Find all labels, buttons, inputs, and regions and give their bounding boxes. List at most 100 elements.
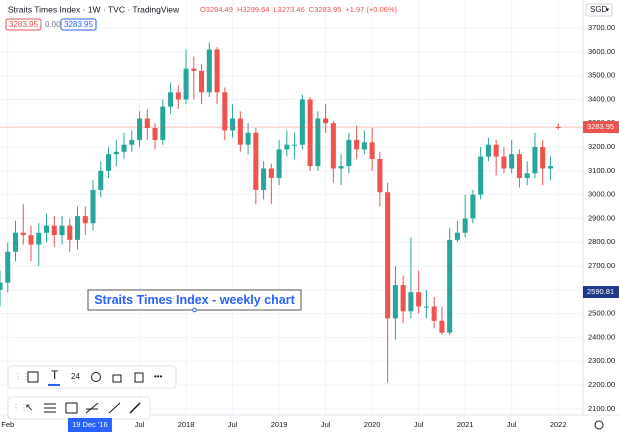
- icon-brush[interactable]: [129, 402, 141, 414]
- icon-delete[interactable]: [134, 372, 144, 383]
- candle-body: [5, 251, 11, 283]
- icon-more[interactable]: •••: [154, 372, 163, 381]
- candle-body: [183, 68, 189, 100]
- badge-text: 3283.95: [64, 20, 93, 29]
- icon-cursor[interactable]: ↖: [25, 403, 33, 414]
- candle-body: [121, 144, 127, 152]
- anchor[interactable]: [192, 307, 197, 313]
- candle-body: [354, 139, 360, 150]
- candle-body: [377, 158, 383, 193]
- y-tick-label: 2100.00: [588, 404, 615, 413]
- candle-body: [36, 232, 42, 245]
- candle-body: [82, 216, 88, 224]
- currency-button[interactable]: [585, 3, 613, 17]
- grid: [0, 0, 583, 415]
- crosshair-x-label: 19 Dec '16: [72, 420, 108, 429]
- candle-body: [12, 232, 19, 252]
- candle-body: [144, 118, 150, 129]
- candle-body: [292, 144, 298, 146]
- badge: [60, 18, 97, 31]
- drag-handle[interactable]: ⋮⋮: [12, 403, 28, 412]
- last-price-label: 3283.95: [587, 122, 614, 131]
- candle-body: [532, 147, 538, 174]
- x-tick-label: 2020: [364, 420, 381, 429]
- candles: [0, 42, 561, 383]
- icon-lock[interactable]: [112, 374, 122, 383]
- y-tick-label: 3200.00: [588, 142, 615, 151]
- candle-body: [51, 225, 57, 236]
- badge: [5, 18, 42, 31]
- crosshair-y-label: 2590.81: [587, 287, 614, 296]
- ohlc-value: L3273.46: [273, 5, 304, 14]
- x-tick-label: Jul: [135, 420, 145, 429]
- candle-body: [338, 166, 344, 169]
- candle-body: [253, 132, 259, 190]
- candle-body: [478, 156, 484, 195]
- candle-body: [408, 292, 414, 312]
- candle-body: [299, 99, 305, 145]
- icon-fib[interactable]: [85, 402, 99, 414]
- candle-body: [423, 306, 429, 308]
- badge-text: 3283.95: [9, 20, 38, 29]
- candle-body: [106, 154, 112, 171]
- candle-body: [168, 92, 174, 107]
- candle-body: [493, 144, 499, 157]
- x-tick-label: Jul: [414, 420, 424, 429]
- candle-body: [524, 173, 530, 178]
- icon-trend[interactable]: [108, 402, 121, 414]
- candle-body: [0, 282, 3, 290]
- candle-body: [191, 68, 197, 71]
- candle-body: [516, 154, 522, 178]
- icon-template[interactable]: [27, 371, 39, 383]
- ohlc-value: +1.97 (+0.06%): [345, 5, 397, 14]
- currency[interactable]: SGD: [590, 5, 608, 14]
- ohlc-value: O3284.49: [200, 5, 233, 14]
- candle-body: [152, 128, 158, 140]
- y-tick-label: 3000.00: [588, 190, 615, 199]
- last-price-box: [583, 121, 619, 134]
- icon-rect[interactable]: [65, 402, 78, 414]
- y-tick-label: 2800.00: [588, 237, 615, 246]
- x-tick-label: Jul: [507, 420, 517, 429]
- candle-body: [268, 168, 274, 178]
- y-tick-label: 3100.00: [588, 166, 615, 175]
- badge-text: 0.00: [45, 20, 61, 29]
- candle-body: [230, 118, 236, 131]
- y-tick-label: 2500.00: [588, 309, 615, 318]
- candle-body: [129, 139, 135, 145]
- y-tick-label: 3700.00: [588, 23, 615, 32]
- x-tick-label: 2022: [550, 420, 567, 429]
- candle-body: [346, 139, 352, 167]
- dropdown-arrow[interactable]: ▾: [606, 8, 609, 14]
- candle-body: [547, 166, 553, 169]
- y-tick-label: 2300.00: [588, 356, 615, 365]
- icon-settings[interactable]: [91, 372, 101, 382]
- candle-body: [28, 235, 34, 245]
- icon-text[interactable]: T: [51, 368, 59, 382]
- candle-body: [214, 49, 220, 93]
- candle-body: [509, 154, 515, 169]
- font-size[interactable]: 24: [71, 372, 80, 381]
- legend-title: Straits Times Index · 1W · TVC · Trading…: [8, 4, 180, 14]
- candle-body: [501, 156, 507, 169]
- candle-body: [447, 239, 453, 333]
- settings-icon[interactable]: [594, 420, 604, 430]
- candle-body: [206, 49, 212, 93]
- ohlc-legend: O3284.49 H3299.64 L3273.46 C3283.95 +1.97 (+…: [200, 5, 398, 14]
- drag-handle[interactable]: ⋮⋮: [14, 372, 30, 381]
- candle-body: [330, 123, 336, 169]
- candle-body: [245, 132, 251, 145]
- x-tick-label: 2018: [178, 420, 195, 429]
- crosshair-y-box: [583, 286, 619, 299]
- y-tick-label: 3500.00: [588, 71, 615, 80]
- candle-body: [485, 144, 491, 157]
- candle-body: [199, 70, 205, 93]
- candle-body: [284, 144, 290, 150]
- candle-body: [392, 285, 398, 319]
- candle-body: [400, 285, 406, 312]
- candle-body: [20, 232, 26, 236]
- annotation[interactable]: Straits Times Index - weekly chart: [94, 293, 295, 307]
- candle-body: [75, 216, 81, 240]
- candle-body: [160, 106, 166, 140]
